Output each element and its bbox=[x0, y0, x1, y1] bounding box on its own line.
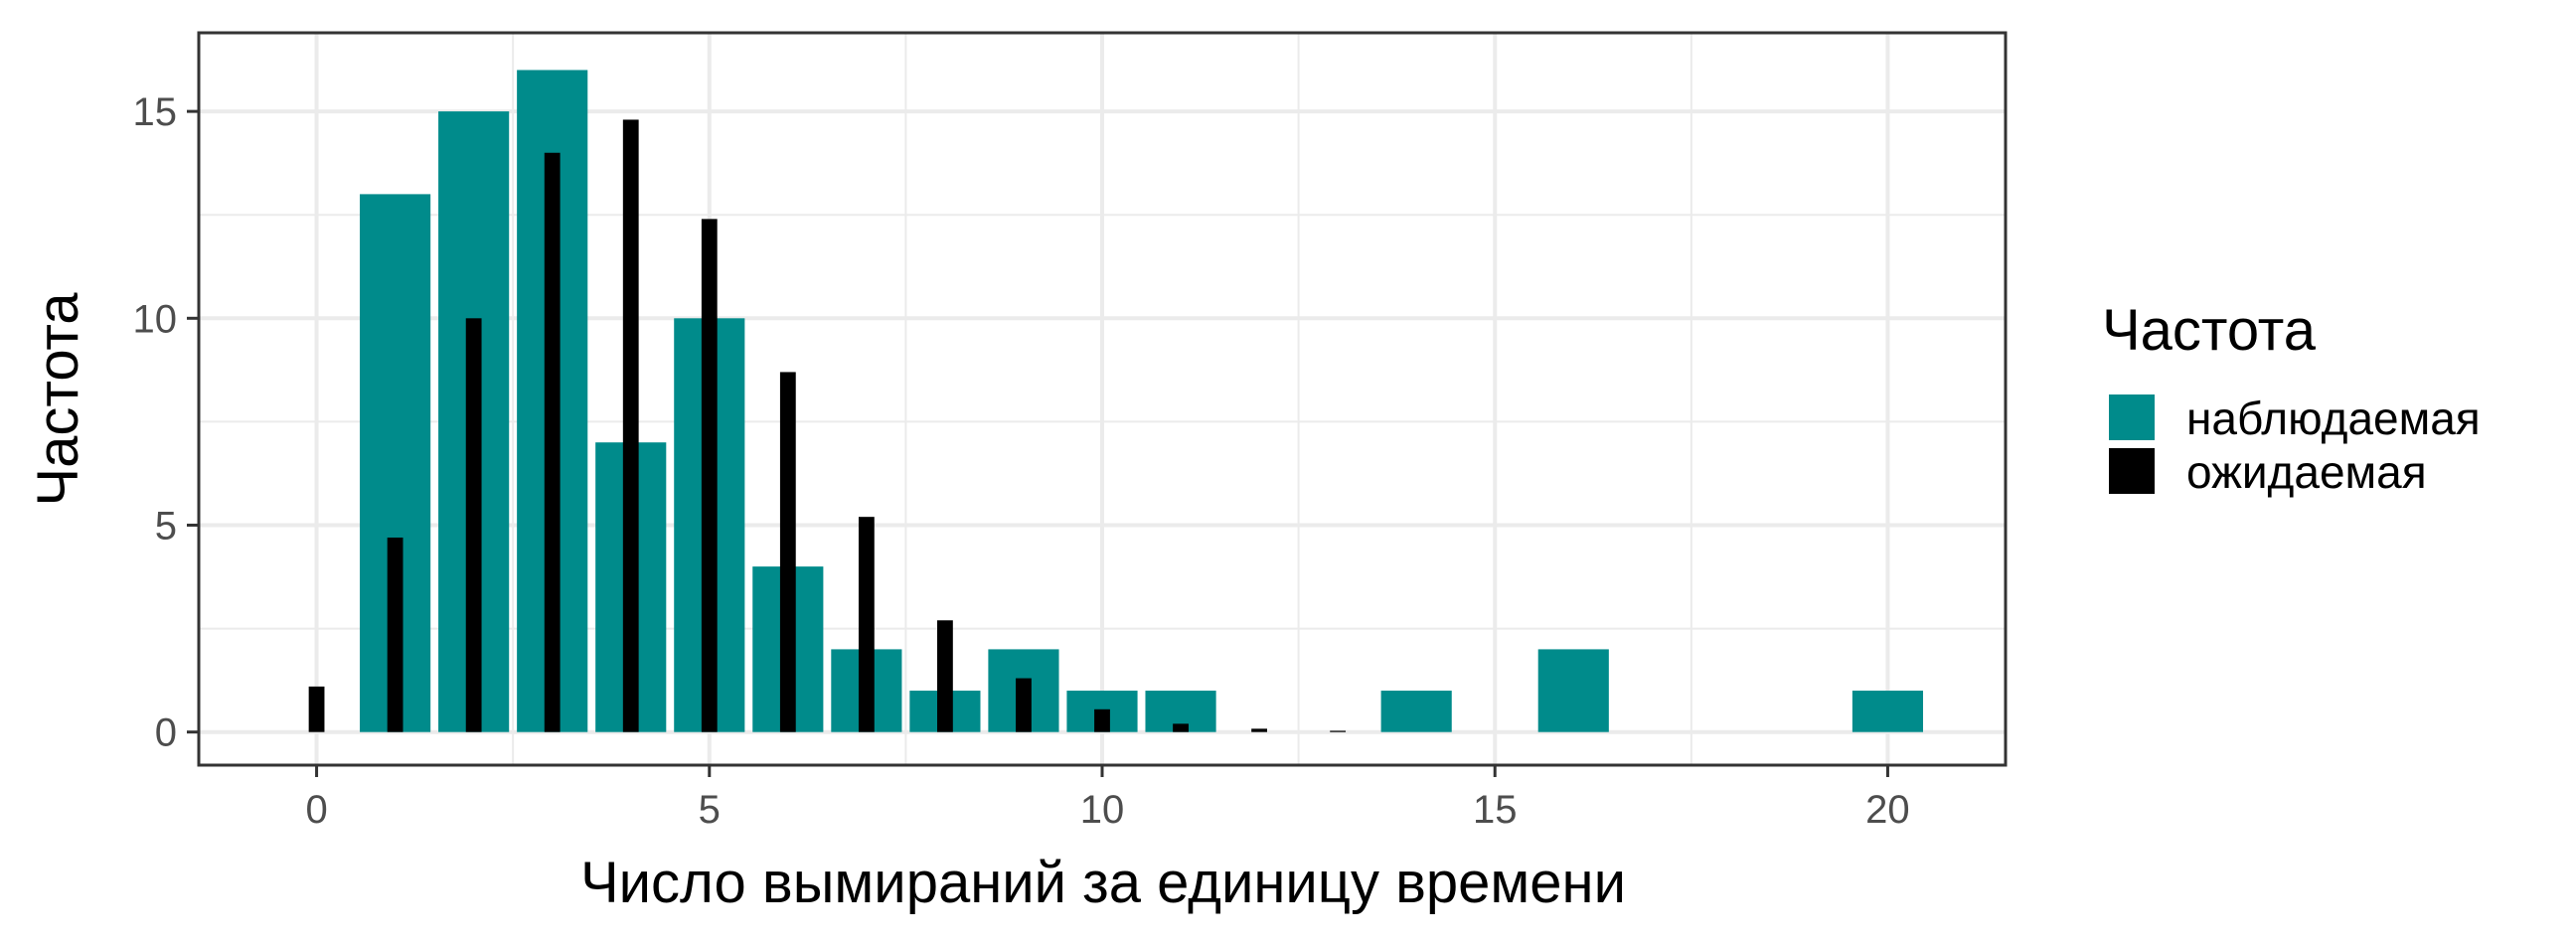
x-tick-label: 20 bbox=[1865, 788, 1910, 832]
expected-bar bbox=[779, 372, 796, 732]
observed-bar bbox=[1852, 691, 1924, 732]
legend-label-expected: ожидаемая bbox=[2186, 446, 2427, 498]
x-tick-label: 10 bbox=[1080, 788, 1125, 832]
y-tick-labels: 0 5 10 15 bbox=[133, 90, 178, 755]
observed-bar bbox=[1537, 649, 1609, 732]
legend-label-observed: наблюдаемая bbox=[2186, 393, 2481, 444]
axis-ticks bbox=[187, 109, 1889, 777]
x-axis-title: Число вымираний за единицу времени bbox=[580, 851, 1626, 915]
expected-bar bbox=[1251, 728, 1267, 732]
expected-bar bbox=[937, 620, 953, 732]
observed-bars bbox=[360, 70, 1924, 732]
x-tick-label: 5 bbox=[699, 788, 721, 832]
x-tick-label: 15 bbox=[1473, 788, 1518, 832]
expected-bar bbox=[1173, 723, 1189, 732]
expected-bar bbox=[387, 537, 403, 732]
legend: Частота наблюдаемая ожидаемая bbox=[2102, 298, 2481, 498]
y-tick-label: 10 bbox=[133, 297, 178, 341]
y-axis-title: Частота bbox=[26, 292, 90, 507]
x-tick-labels: 0 5 10 15 20 bbox=[305, 788, 1909, 832]
legend-key-expected bbox=[2109, 448, 2155, 494]
expected-bar bbox=[1016, 678, 1032, 732]
observed-bar bbox=[1380, 691, 1452, 732]
y-tick-label: 5 bbox=[155, 504, 177, 548]
expected-bar bbox=[1330, 730, 1347, 732]
expected-bar bbox=[701, 219, 718, 732]
x-tick-label: 0 bbox=[305, 788, 327, 832]
expected-bar bbox=[308, 686, 325, 732]
expected-bar bbox=[465, 318, 482, 732]
y-tick-label: 0 bbox=[155, 711, 177, 755]
expected-bar bbox=[858, 517, 875, 732]
expected-bar bbox=[1094, 708, 1110, 732]
expected-bar bbox=[544, 152, 561, 732]
expected-bar bbox=[622, 119, 639, 732]
legend-title: Частота bbox=[2102, 298, 2317, 363]
expected-bars bbox=[308, 119, 1347, 732]
y-tick-label: 15 bbox=[133, 90, 178, 134]
legend-key-observed bbox=[2109, 394, 2155, 440]
